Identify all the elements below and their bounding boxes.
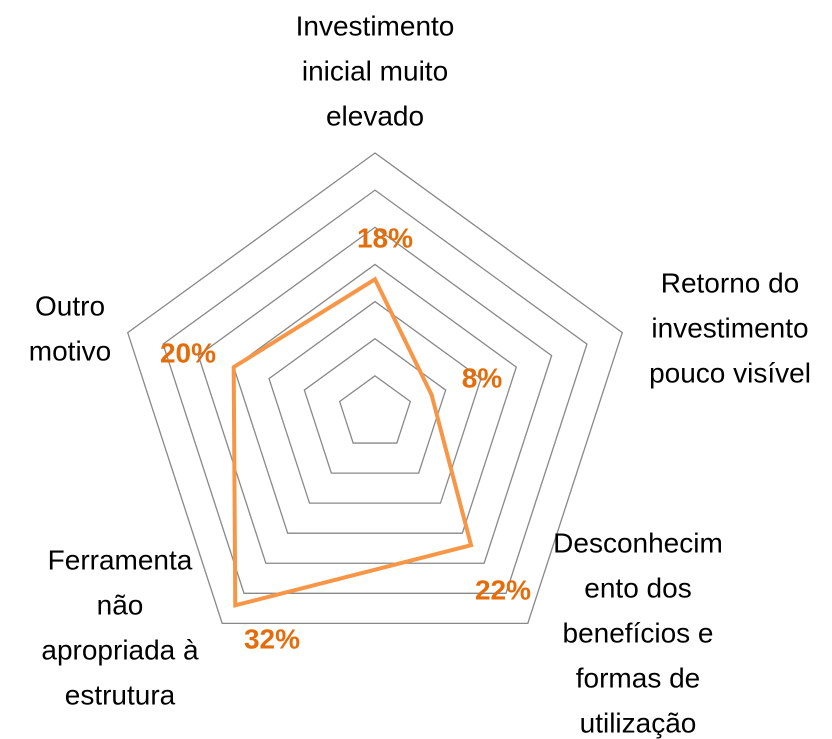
category-label: Desconhecim — [553, 527, 723, 558]
grid-ring — [232, 263, 518, 534]
category-label: motivo — [29, 335, 111, 366]
grid-ring — [303, 337, 447, 474]
data-line — [231, 276, 474, 608]
value-label: 8% — [462, 362, 503, 393]
category-label: formas de — [576, 662, 701, 693]
category-label: ento dos — [584, 572, 691, 603]
category-label: pouco visível — [649, 357, 811, 388]
grid-ring — [338, 375, 412, 444]
category-label: utilização — [580, 707, 697, 738]
category-label: investimento — [651, 312, 808, 343]
grid-ring — [162, 189, 588, 594]
grid-ring — [197, 226, 553, 564]
grid-ring — [126, 152, 624, 624]
value-label: 20% — [160, 337, 216, 368]
value-label: 22% — [475, 574, 531, 605]
category-label: Ferramenta — [48, 544, 193, 575]
grid-ring — [268, 300, 482, 504]
category-label: Retorno do — [661, 267, 800, 298]
category-label: Investimento — [296, 10, 455, 41]
category-label: estrutura — [65, 679, 176, 710]
category-label: não — [97, 589, 144, 620]
category-label: inicial muito — [302, 55, 448, 86]
category-label: elevado — [326, 100, 424, 131]
category-label: benefícios e — [563, 617, 714, 648]
category-label: Outro — [35, 290, 105, 321]
value-label: 32% — [244, 623, 300, 654]
category-label: apropriada à — [41, 634, 199, 665]
value-label: 18% — [357, 222, 413, 253]
